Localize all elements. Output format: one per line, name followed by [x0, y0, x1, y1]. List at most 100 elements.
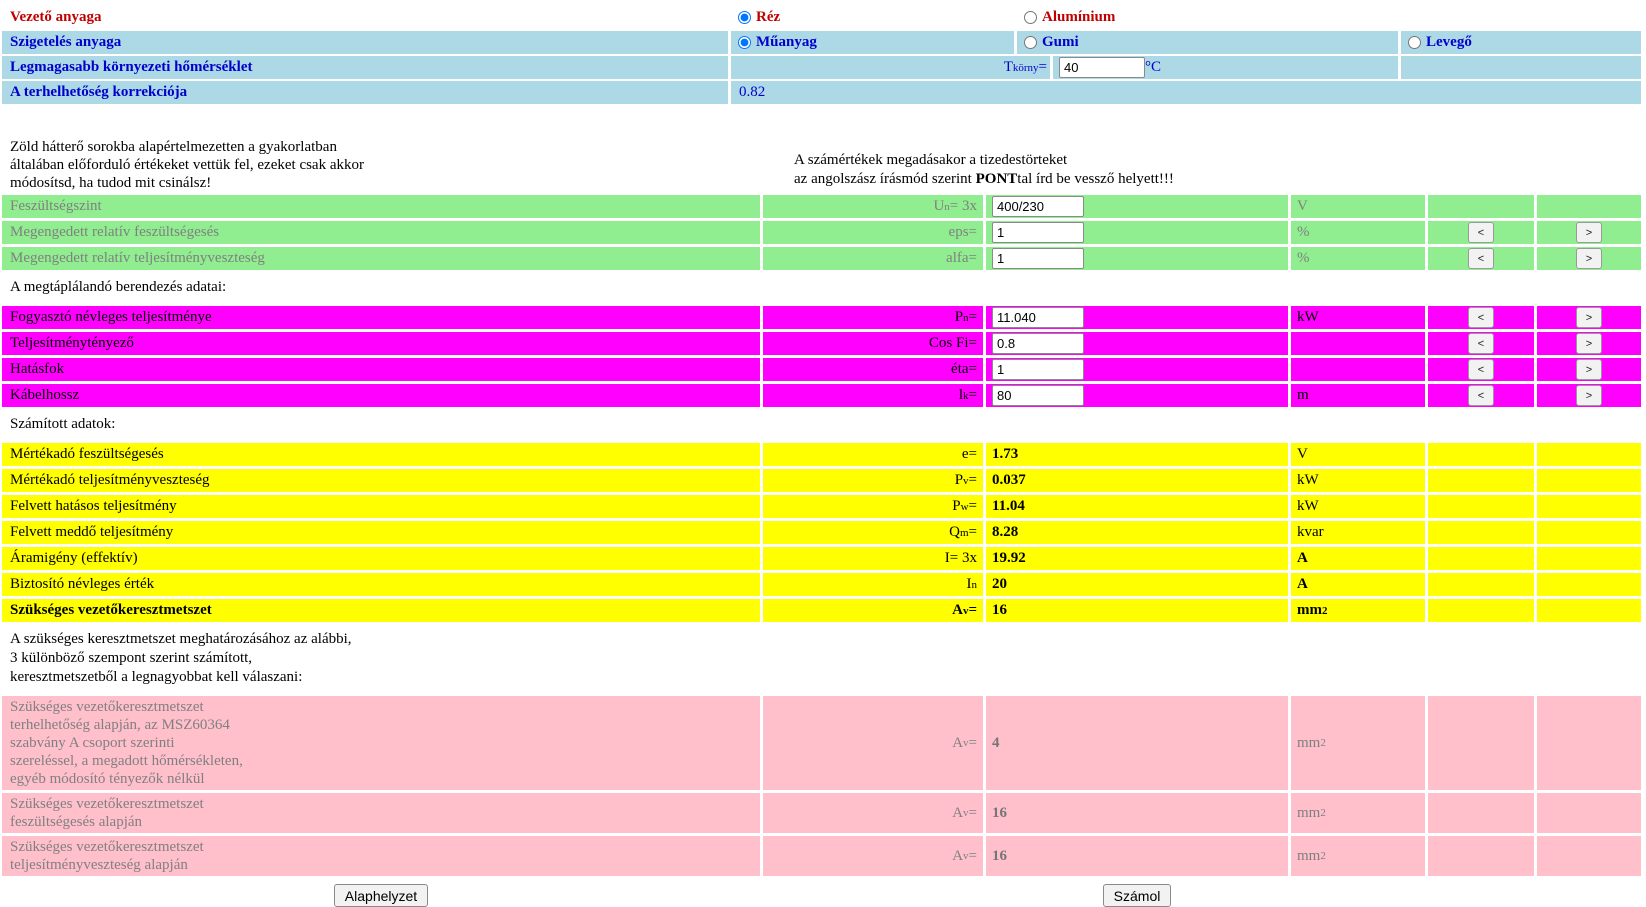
reset-button[interactable]: Alaphelyzet	[333, 884, 429, 907]
cosfi-increase-button[interactable]: >	[1576, 333, 1602, 354]
row-label: Felvett meddő teljesítmény	[2, 521, 760, 544]
section-computed-header: Számított adatok:	[10, 416, 116, 432]
calculator-page: Vezető anyaga Réz Alumínium Szigetelés a…	[2, 6, 1644, 907]
correction-label: A terhelhetőség korrekciója	[10, 84, 188, 100]
row-unit: %	[1291, 247, 1425, 270]
spacer-cell	[1428, 696, 1534, 790]
table-row: Szükséges vezetőkeresztmetszet teljesítm…	[2, 836, 1644, 876]
row-symbol: alfa =	[763, 247, 983, 270]
temperature-unit: °C	[1145, 59, 1162, 75]
spacer-cell	[1537, 884, 1641, 907]
aluminium-radio[interactable]	[1024, 11, 1037, 24]
row-input-cell	[986, 384, 1288, 407]
conductor-label-cell: Vezető anyaga	[2, 6, 728, 29]
alfa-decrease-button[interactable]: <	[1468, 248, 1494, 269]
spacer-cell	[1537, 573, 1641, 596]
rez-radio[interactable]	[738, 11, 751, 24]
spacer-cell	[1537, 547, 1641, 570]
row-value: 19.92	[986, 547, 1288, 570]
row-unit: V	[1291, 443, 1425, 466]
power-increase-button[interactable]: >	[1576, 307, 1602, 328]
muanyag-radio-label: Műanyag	[756, 34, 817, 50]
row-label: Szükséges vezetőkeresztmetszet teljesítm…	[2, 836, 760, 876]
table-row: Megengedett relatív feszültségesés eps = …	[2, 221, 1644, 244]
calculate-button[interactable]: Számol	[1102, 884, 1172, 907]
button-cell: >	[1537, 247, 1641, 270]
spacer-cell	[1428, 495, 1534, 518]
gumi-radio[interactable]	[1024, 36, 1037, 49]
row-unit	[1291, 332, 1425, 355]
button-cell: <	[1428, 221, 1534, 244]
row-value: 1.73	[986, 443, 1288, 466]
table-row: Teljesítménytényező Cos Fi= < >	[2, 332, 1644, 355]
row-label: Megengedett relatív feszültségesés	[2, 221, 760, 244]
length-increase-button[interactable]: >	[1576, 385, 1602, 406]
levego-radio[interactable]	[1408, 36, 1421, 49]
spacer-cell	[1428, 884, 1534, 907]
alfa-increase-button[interactable]: >	[1576, 248, 1602, 269]
power-decrease-button[interactable]: <	[1468, 307, 1494, 328]
row-label: Felvett hatásos teljesítmény	[2, 495, 760, 518]
power-input[interactable]	[992, 307, 1084, 328]
spacer-cell	[1428, 599, 1534, 622]
temperature-input[interactable]	[1059, 57, 1145, 78]
spacer-cell	[1537, 521, 1641, 544]
row-value: 16	[986, 836, 1288, 876]
defaults-table: Feszültségszint Un= 3x V Megengedett rel…	[2, 195, 1644, 270]
row-unit: kW	[1291, 495, 1425, 518]
spacer-cell	[1428, 469, 1534, 492]
table-row: Hatásfok éta= < >	[2, 358, 1644, 381]
spacer-cell	[1401, 56, 1641, 79]
eps-input[interactable]	[992, 222, 1084, 243]
spacer-cell	[1537, 793, 1641, 833]
reset-button-cell: Alaphelyzet	[2, 884, 760, 907]
efficiency-increase-button[interactable]: >	[1576, 359, 1602, 380]
spacer-cell	[1537, 696, 1641, 790]
temperature-input-cell: °C	[1053, 56, 1398, 79]
spacer-cell	[1537, 836, 1641, 876]
button-cell: <	[1428, 384, 1534, 407]
muanyag-radio[interactable]	[738, 36, 751, 49]
spacer-cell	[1537, 443, 1641, 466]
table-row: Feszültségszint Un= 3x V	[2, 195, 1644, 218]
cosfi-decrease-button[interactable]: <	[1468, 333, 1494, 354]
efficiency-input[interactable]	[992, 359, 1084, 380]
aluminium-radio-label: Alumínium	[1042, 9, 1116, 25]
row-symbol: eps =	[763, 221, 983, 244]
table-row: Fogyasztó névleges teljesítménye Pn= kW …	[2, 306, 1644, 329]
efficiency-decrease-button[interactable]: <	[1468, 359, 1494, 380]
row-unit: mm 2	[1291, 696, 1425, 790]
section-crosssection-header: A szükséges keresztmetszet meghatározásá…	[10, 631, 352, 685]
spacer-cell	[1428, 836, 1534, 876]
row-value: 20	[986, 573, 1288, 596]
spacer-cell	[1428, 793, 1534, 833]
spacer-cell	[1428, 443, 1534, 466]
cosfi-input[interactable]	[992, 333, 1084, 354]
length-decrease-button[interactable]: <	[1468, 385, 1494, 406]
levego-radio-label: Levegő	[1426, 34, 1472, 50]
eps-increase-button[interactable]: >	[1576, 222, 1602, 243]
table-row: Szükséges vezetőkeresztmetszet feszültsé…	[2, 793, 1644, 833]
table-row: Megengedett relatív teljesítményvesztesé…	[2, 247, 1644, 270]
row-unit: kvar	[1291, 521, 1425, 544]
spacer-cell	[1428, 195, 1534, 218]
eps-decrease-button[interactable]: <	[1468, 222, 1494, 243]
alfa-input[interactable]	[992, 248, 1084, 269]
insulation-label-cell: Szigetelés anyaga	[2, 31, 728, 54]
voltage-input[interactable]	[992, 196, 1084, 217]
button-cell: >	[1537, 332, 1641, 355]
spacer-cell	[1537, 495, 1641, 518]
row-symbol: Cos Fi =	[763, 332, 983, 355]
row-input-cell	[986, 332, 1288, 355]
temperature-label-cell: Legmagasabb környezeti hőmérséklet	[2, 56, 728, 79]
calculate-button-cell: Számol	[986, 884, 1288, 907]
cable-length-input[interactable]	[992, 385, 1084, 406]
